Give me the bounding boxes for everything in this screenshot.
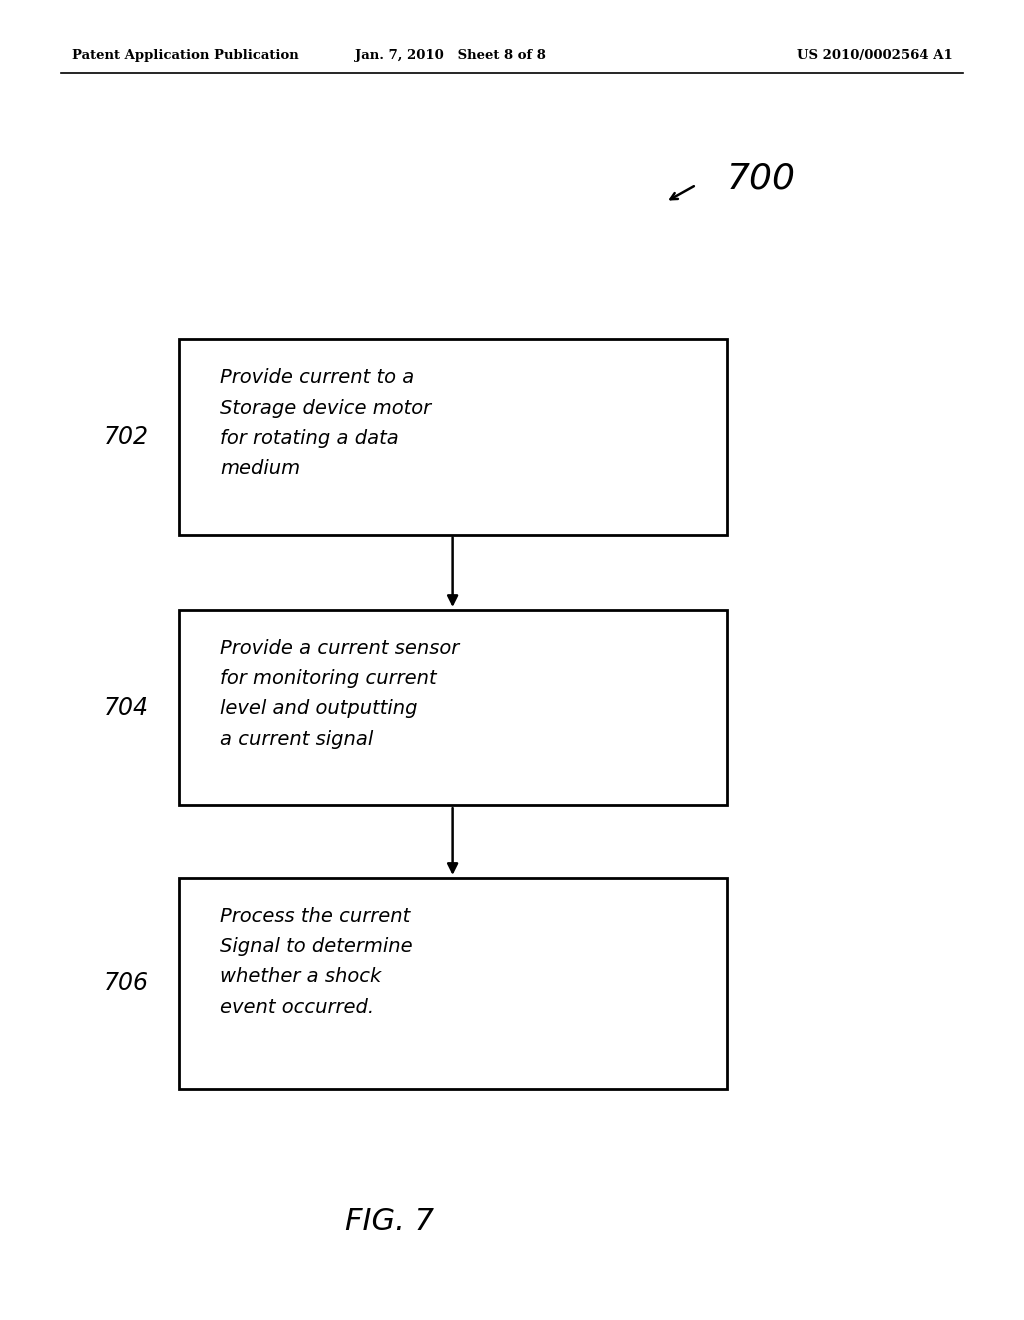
Text: Patent Application Publication: Patent Application Publication	[72, 49, 298, 62]
Text: 706: 706	[103, 972, 148, 995]
Bar	[179, 339, 727, 535]
Bar	[179, 610, 727, 805]
Text: 702: 702	[103, 425, 148, 449]
Bar	[179, 878, 727, 1089]
Text: 704: 704	[103, 696, 148, 719]
Text: US 2010/0002564 A1: US 2010/0002564 A1	[797, 49, 952, 62]
Text: Provide current to a
Storage device motor
for rotating a data
medium: Provide current to a Storage device moto…	[220, 368, 431, 478]
Text: FIG. 7: FIG. 7	[345, 1206, 433, 1236]
Text: Provide a current sensor
for monitoring current
level and outputting
a current s: Provide a current sensor for monitoring …	[220, 639, 460, 748]
Text: Jan. 7, 2010   Sheet 8 of 8: Jan. 7, 2010 Sheet 8 of 8	[355, 49, 546, 62]
Text: Process the current
Signal to determine
whether a shock
event occurred.: Process the current Signal to determine …	[220, 907, 413, 1016]
Text: 700: 700	[727, 161, 796, 195]
